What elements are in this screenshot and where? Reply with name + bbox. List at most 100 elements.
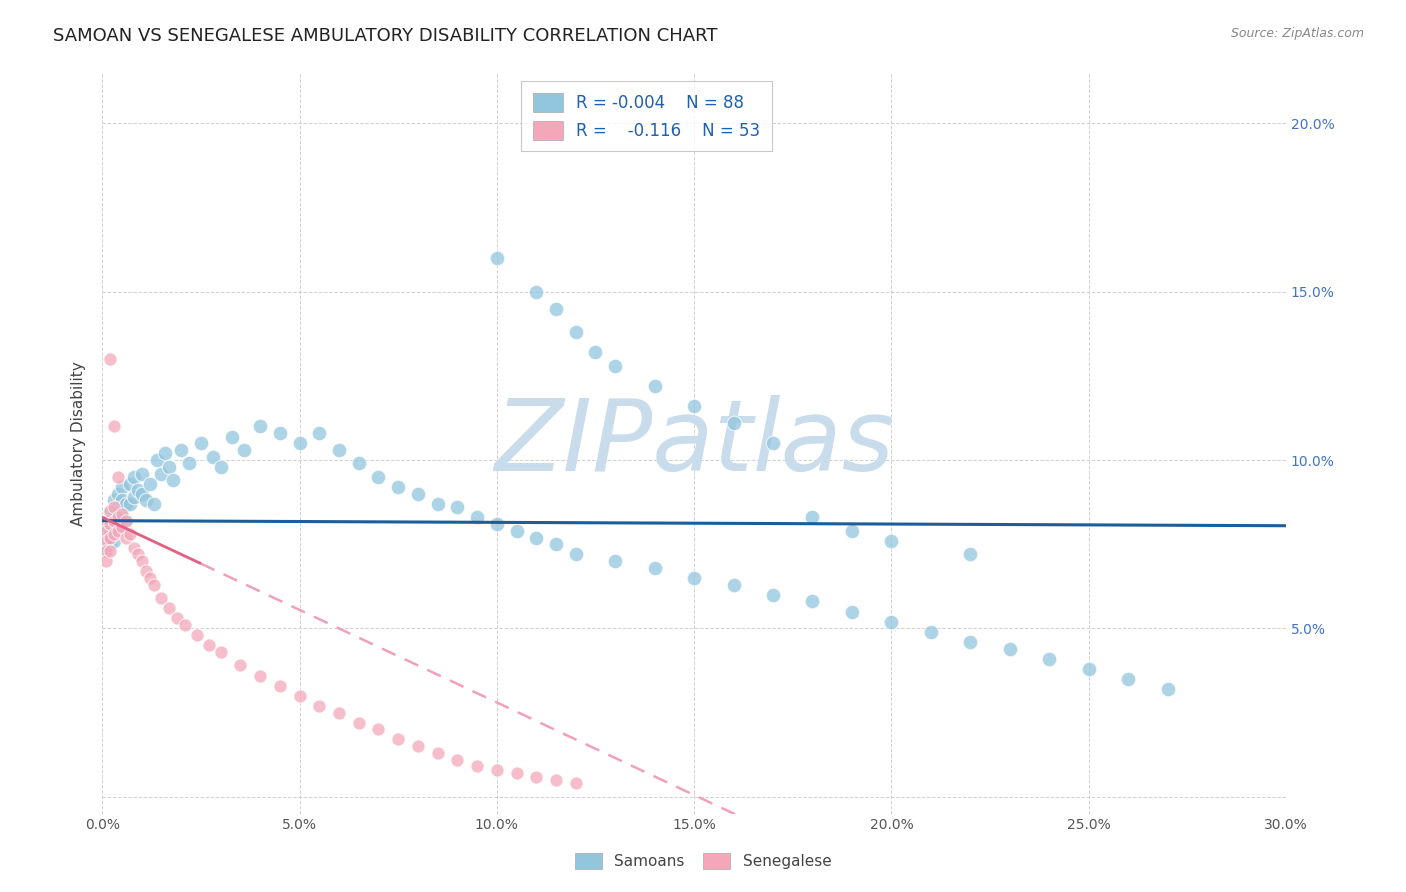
Point [485, 516, 508, 531]
Point [103, 419, 125, 434]
Point [485, 763, 508, 777]
Point [1077, 662, 1099, 676]
Point [328, 442, 350, 457]
Point [98, 527, 121, 541]
Point [98, 503, 121, 517]
Point [683, 571, 706, 585]
Point [131, 554, 153, 568]
Point [138, 571, 160, 585]
Point [880, 533, 903, 548]
Point [347, 457, 370, 471]
Point [209, 645, 232, 659]
Point [221, 429, 243, 443]
Point [135, 564, 157, 578]
Point [801, 510, 824, 524]
Point [107, 514, 129, 528]
Point [103, 507, 125, 521]
Point [485, 251, 508, 265]
Point [155, 446, 177, 460]
Point [605, 359, 627, 373]
Point [111, 480, 134, 494]
Point [762, 436, 785, 450]
Point [229, 658, 252, 673]
Point [190, 436, 212, 450]
Point [96, 533, 118, 548]
Point [115, 497, 138, 511]
Point [801, 594, 824, 608]
Point [96, 524, 118, 538]
Text: SAMOAN VS SENEGALESE AMBULATORY DISABILITY CORRELATION CHART: SAMOAN VS SENEGALESE AMBULATORY DISABILI… [53, 27, 718, 45]
Point [122, 470, 145, 484]
Point [524, 531, 547, 545]
Point [723, 416, 745, 430]
Point [98, 537, 121, 551]
Point [98, 544, 121, 558]
Point [446, 753, 468, 767]
Point [920, 624, 942, 639]
Point [426, 746, 449, 760]
Point [269, 679, 291, 693]
Point [249, 668, 271, 682]
Text: ZIPatlas: ZIPatlas [494, 395, 894, 491]
Point [1156, 681, 1178, 696]
Point [98, 514, 121, 528]
Point [96, 524, 118, 538]
Point [564, 325, 586, 339]
Point [762, 588, 785, 602]
Point [426, 497, 449, 511]
Point [103, 493, 125, 508]
Point [157, 601, 180, 615]
Point [209, 459, 232, 474]
Point [162, 473, 184, 487]
Point [288, 689, 311, 703]
Point [96, 544, 118, 558]
Point [107, 500, 129, 515]
Point [111, 493, 134, 508]
Point [150, 591, 173, 606]
Point [288, 436, 311, 450]
Point [544, 537, 567, 551]
Point [107, 510, 129, 524]
Point [1116, 672, 1139, 686]
Point [505, 766, 527, 780]
Point [127, 483, 149, 498]
Point [107, 470, 129, 484]
Point [406, 739, 429, 754]
Point [683, 399, 706, 413]
Point [308, 426, 330, 441]
Point [170, 442, 193, 457]
Point [841, 524, 863, 538]
Point [107, 524, 129, 538]
Point [118, 497, 141, 511]
Point [98, 503, 121, 517]
Point [135, 493, 157, 508]
Point [446, 500, 468, 515]
Point [98, 516, 121, 531]
Point [544, 772, 567, 787]
Point [644, 379, 666, 393]
Point [142, 497, 165, 511]
Point [959, 635, 981, 649]
Point [465, 510, 488, 524]
Point [115, 514, 138, 528]
Point [505, 524, 527, 538]
Point [605, 554, 627, 568]
Point [115, 514, 138, 528]
Point [564, 776, 586, 790]
Point [233, 442, 256, 457]
Point [96, 544, 118, 558]
Point [387, 480, 409, 494]
Point [723, 577, 745, 591]
Point [328, 706, 350, 720]
Point [103, 500, 125, 515]
Point [308, 698, 330, 713]
Point [150, 467, 173, 481]
Point [157, 459, 180, 474]
Point [387, 732, 409, 747]
Point [524, 770, 547, 784]
Text: Source: ZipAtlas.com: Source: ZipAtlas.com [1230, 27, 1364, 40]
Point [111, 507, 134, 521]
Point [177, 457, 200, 471]
Point [131, 467, 153, 481]
Point [998, 641, 1021, 656]
